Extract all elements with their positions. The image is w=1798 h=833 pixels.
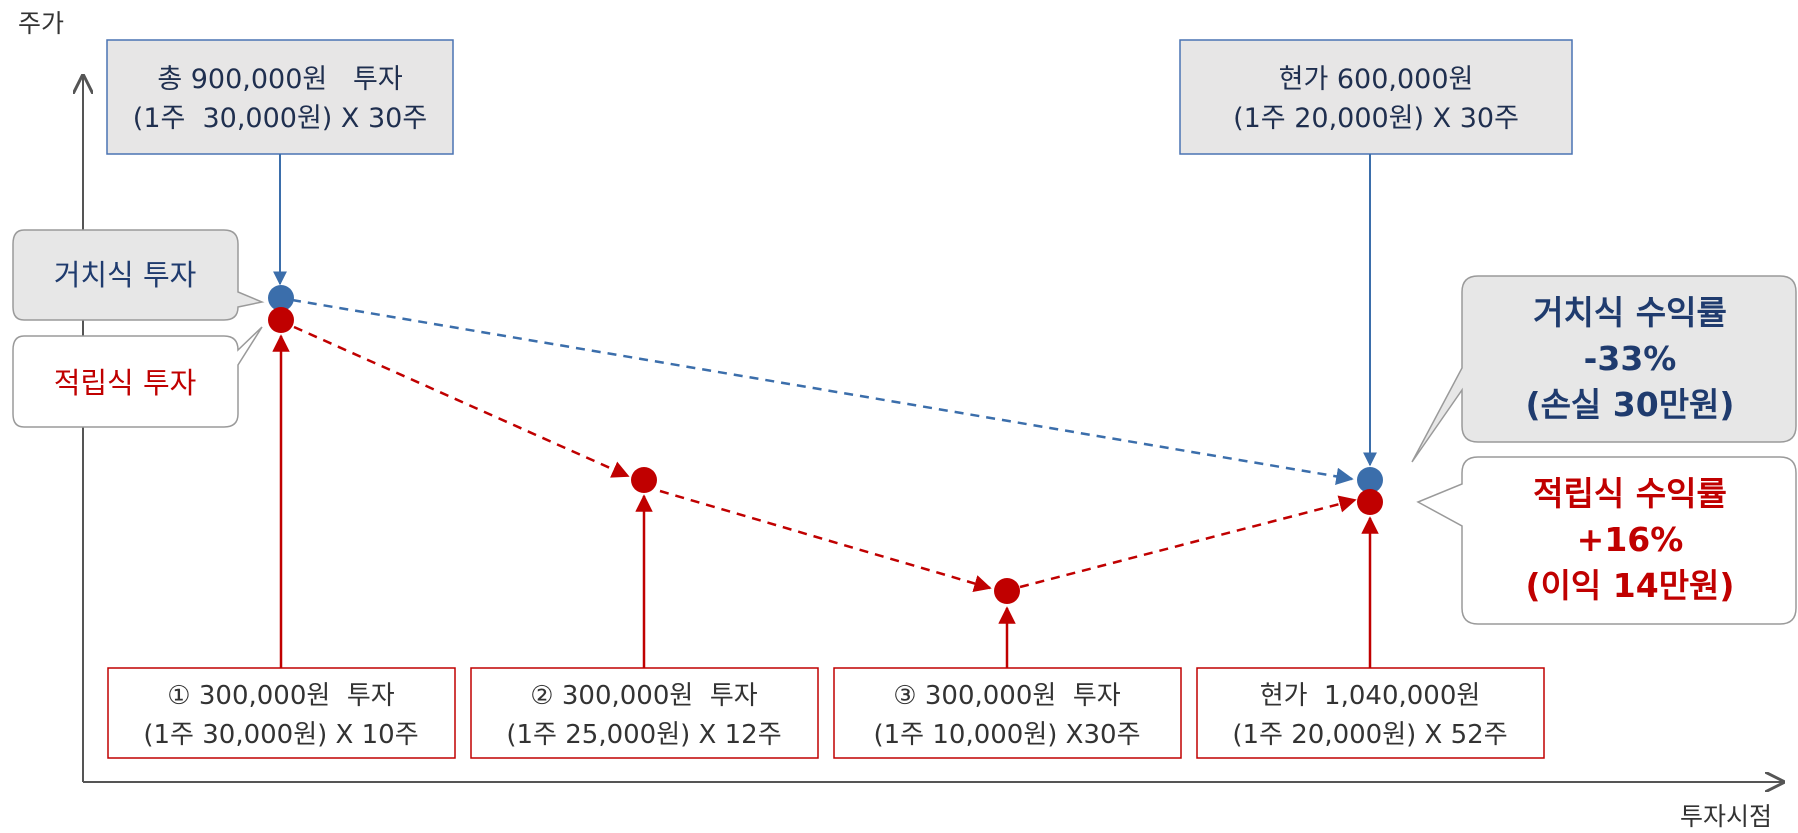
installment-callout: 적립식 투자 xyxy=(12,326,263,428)
installment-path-3 xyxy=(1019,495,1357,589)
lump-sum-dashed-line xyxy=(291,298,1354,486)
step-1-line-1: ① 300,000원 투자 xyxy=(167,681,394,711)
lump-sum-purchase-line-1: 총 900,000원 투자 xyxy=(157,64,403,95)
lump-sum-result-callout: 거치식 수익률 -33% (손실 30만원) xyxy=(1411,275,1797,463)
lump-sum-start-point xyxy=(268,285,294,311)
lump-sum-result-amount: (손실 30만원) xyxy=(1525,385,1734,424)
installment-result-callout: 적립식 수익률 +16% (이익 14만원) xyxy=(1416,456,1797,625)
y-axis-label: 주가 xyxy=(18,9,64,38)
lump-sum-end-point xyxy=(1357,467,1383,493)
lump-sum-purchase-line-2: (1주 30,000원) X 30주 xyxy=(133,103,427,134)
step-2-line-2: (1주 25,000원) X 12주 xyxy=(506,720,781,750)
step-3-line-1: ③ 300,000원 투자 xyxy=(893,681,1120,711)
step-4-line-1: 현가 1,040,000원 xyxy=(1260,681,1481,711)
installment-point-3 xyxy=(994,578,1020,604)
step-2-line-1: ② 300,000원 투자 xyxy=(530,681,757,711)
step-box-1: ① 300,000원 투자 (1주 30,000원) X 10주 xyxy=(107,667,456,759)
installment-path-2 xyxy=(659,489,992,592)
installment-result-rate: +16% xyxy=(1577,520,1684,559)
installment-point-2 xyxy=(631,467,657,493)
step-box-3: ③ 300,000원 투자 (1주 10,000원) X30주 xyxy=(833,667,1182,759)
lump-sum-callout-label: 거치식 투자 xyxy=(54,258,197,292)
installment-result-amount: (이익 14만원) xyxy=(1525,566,1734,605)
installment-end-point xyxy=(1357,489,1383,515)
lump-sum-current-line-1: 현가 600,000원 xyxy=(1279,64,1474,95)
lump-sum-current-line-2: (1주 20,000원) X 30주 xyxy=(1233,103,1519,134)
lump-sum-result-rate: -33% xyxy=(1584,339,1677,378)
x-axis-label: 투자시점 xyxy=(1680,802,1772,831)
lump-sum-current-box: 현가 600,000원 (1주 20,000원) X 30주 xyxy=(1179,39,1573,155)
installment-callout-label: 적립식 투자 xyxy=(54,366,197,400)
step-box-2: ② 300,000원 투자 (1주 25,000원) X 12주 xyxy=(470,667,819,759)
lump-sum-callout: 거치식 투자 xyxy=(12,229,265,321)
installment-result-title: 적립식 수익률 xyxy=(1533,474,1727,513)
step-4-line-2: (1주 20,000원) X 52주 xyxy=(1232,720,1507,750)
step-3-line-2: (1주 10,000원) X30주 xyxy=(874,720,1141,750)
step-box-4: 현가 1,040,000원 (1주 20,000원) X 52주 xyxy=(1196,667,1545,759)
step-1-line-2: (1주 30,000원) X 10주 xyxy=(143,720,418,750)
installment-path-1 xyxy=(293,325,630,478)
lump-sum-purchase-box: 총 900,000원 투자 (1주 30,000원) X 30주 xyxy=(106,39,454,155)
lump-sum-result-title: 거치식 수익률 xyxy=(1533,293,1727,332)
installment-point-1 xyxy=(268,307,294,333)
